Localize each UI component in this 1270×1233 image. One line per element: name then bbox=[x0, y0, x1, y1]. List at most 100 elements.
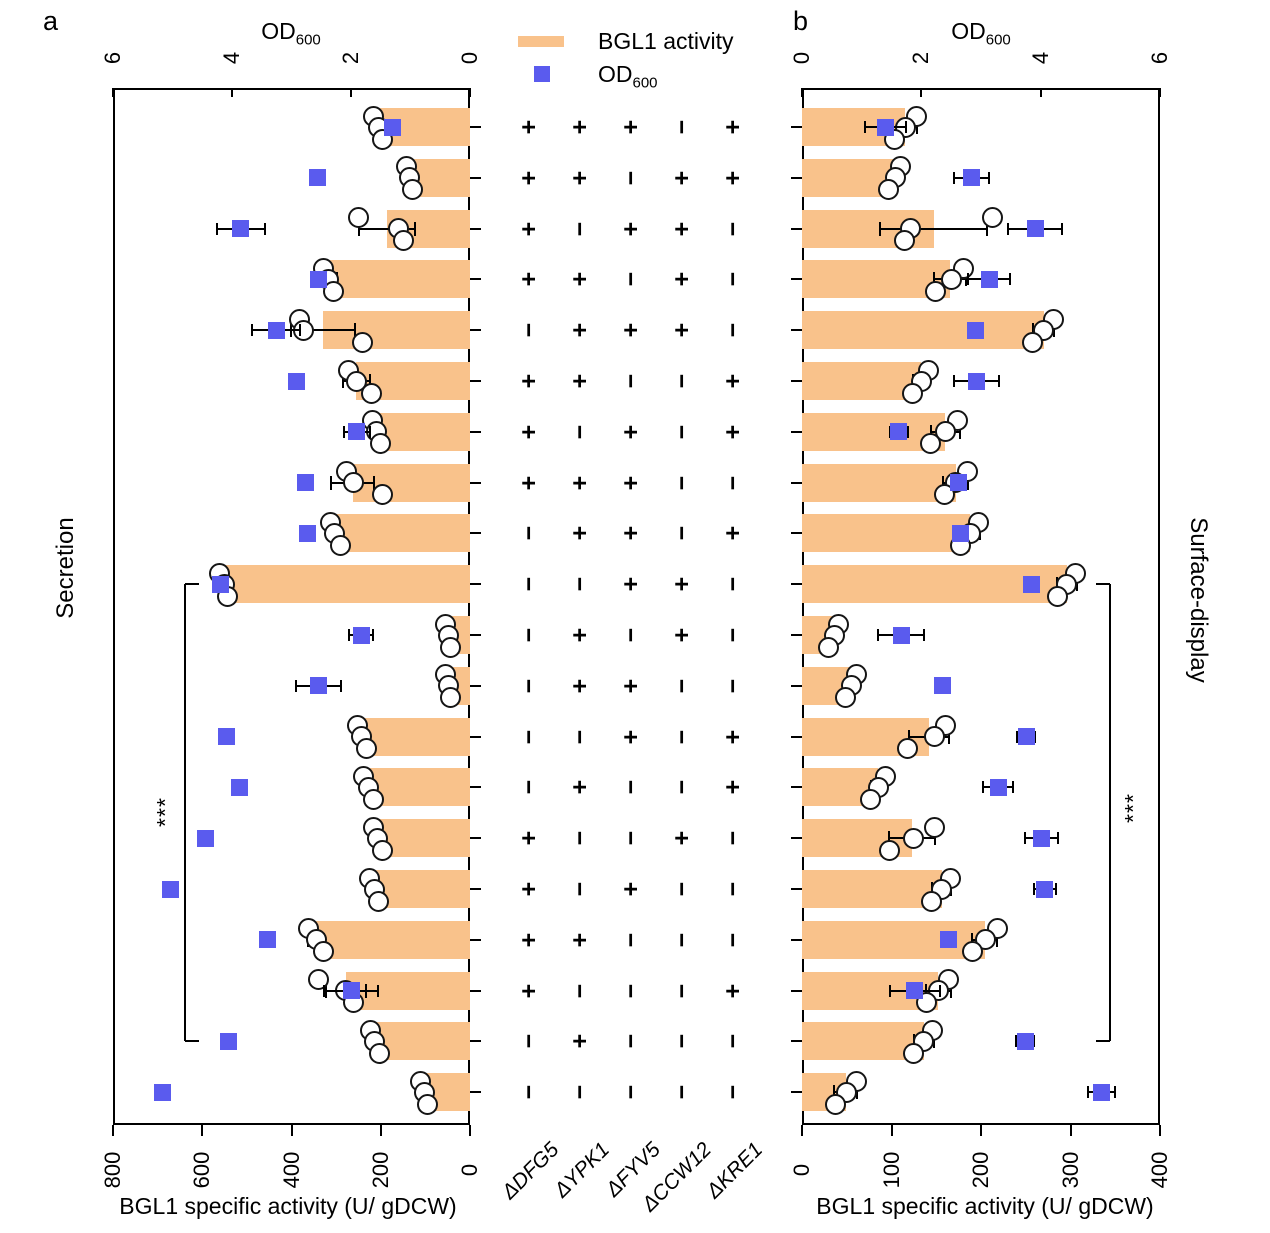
od-marker-b bbox=[980, 270, 998, 288]
replicate-point-a bbox=[342, 472, 364, 494]
od-marker-a bbox=[211, 575, 229, 593]
matrix-cell: − bbox=[718, 932, 747, 948]
replicate-point-b bbox=[1047, 585, 1069, 607]
od-errorbar-cap-b bbox=[888, 425, 891, 438]
sig-bracket-tick-a bbox=[185, 1040, 199, 1043]
od-marker-a bbox=[309, 169, 327, 187]
od-errorbar-cap-a bbox=[376, 984, 379, 997]
row-tick-b bbox=[791, 278, 802, 281]
replicate-point-a bbox=[370, 433, 392, 455]
activity-tick-label-b: 200 bbox=[968, 1151, 993, 1189]
activity-errorbar-cap-b bbox=[949, 983, 952, 998]
replicate-point-a bbox=[361, 382, 383, 404]
activity-tick-a bbox=[469, 1125, 471, 1136]
matrix-cell: − bbox=[667, 424, 696, 440]
od-errorbar-cap-b bbox=[1015, 1035, 1018, 1048]
od-errorbar-cap-b bbox=[1061, 222, 1064, 235]
activity-errorbar-cap-b bbox=[929, 424, 932, 439]
matrix-cell: − bbox=[514, 576, 543, 592]
activity-errorbar-cap-b bbox=[964, 272, 967, 287]
sig-bracket-tick-b bbox=[1096, 583, 1110, 586]
od-marker-a bbox=[288, 372, 306, 390]
od-errorbar-cap-b bbox=[1012, 781, 1015, 794]
od-errorbar-cap-a bbox=[294, 679, 297, 692]
matrix-cell: + bbox=[718, 119, 747, 135]
gene-label: ΔDFG5 bbox=[497, 1138, 564, 1204]
activity-errorbar-a bbox=[290, 329, 355, 332]
matrix-cell: − bbox=[565, 729, 594, 744]
activity-tick-label-a: 600 bbox=[189, 1151, 215, 1189]
matrix-cell: − bbox=[667, 1034, 696, 1049]
od-marker-b bbox=[1032, 829, 1050, 847]
od-marker-b bbox=[962, 169, 980, 187]
od-errorbar-cap-a bbox=[342, 425, 345, 438]
plot-border-b bbox=[802, 88, 1160, 1125]
od-tick-label-a: 2 bbox=[338, 51, 363, 65]
od-marker-a bbox=[219, 1032, 237, 1050]
row-tick-a bbox=[470, 176, 481, 179]
activity-errorbar-cap-a bbox=[353, 323, 356, 338]
od-errorbar-cap-a bbox=[323, 984, 326, 997]
replicate-point-a bbox=[417, 1093, 439, 1115]
od-marker-a bbox=[161, 880, 179, 898]
bar-a bbox=[374, 870, 470, 908]
matrix-cell: − bbox=[718, 830, 747, 846]
od-marker-b bbox=[877, 118, 895, 136]
bar-a bbox=[361, 717, 470, 756]
bar-b bbox=[802, 311, 1044, 350]
activity-errorbar-cap-b bbox=[958, 424, 961, 439]
replicate-point-b bbox=[934, 421, 956, 443]
matrix-cell: − bbox=[616, 627, 645, 643]
matrix-cell: + bbox=[718, 424, 747, 440]
activity-errorbar-cap-b bbox=[971, 932, 974, 947]
legend-od-label-sub: 600 bbox=[632, 74, 658, 92]
matrix-cell: + bbox=[565, 526, 594, 541]
activity-tick-a bbox=[112, 1125, 114, 1136]
replicate-point-a bbox=[440, 636, 462, 658]
replicate-point-a bbox=[402, 179, 424, 201]
matrix-cell: − bbox=[667, 1084, 696, 1100]
od-marker-b bbox=[1016, 1032, 1034, 1050]
matrix-cell: + bbox=[616, 678, 645, 694]
replicate-point-a bbox=[307, 969, 329, 991]
row-tick-b bbox=[791, 837, 802, 840]
matrix-cell: − bbox=[667, 729, 696, 744]
od-errorbar-cap-b bbox=[906, 425, 909, 438]
od-marker-b bbox=[989, 778, 1007, 796]
od-marker-a bbox=[348, 423, 366, 441]
activity-errorbar-b bbox=[879, 227, 988, 230]
replicate-point-a bbox=[312, 941, 334, 963]
row-tick-b bbox=[791, 532, 802, 535]
panel-b-letter: b bbox=[793, 6, 809, 36]
od-errorbar-cap-b bbox=[953, 375, 956, 387]
row-tick-a bbox=[470, 532, 481, 535]
matrix-cell: + bbox=[667, 322, 696, 338]
replicate-point-a bbox=[362, 788, 384, 810]
matrix-cell: + bbox=[514, 221, 543, 236]
od-tick-label-b: 6 bbox=[1147, 51, 1172, 65]
replicate-point-b bbox=[903, 827, 925, 849]
matrix-cell: + bbox=[565, 678, 594, 694]
matrix-cell: + bbox=[667, 170, 696, 186]
matrix-cell: + bbox=[616, 424, 645, 440]
legend-od-label: OD600 bbox=[598, 61, 658, 92]
od-marker-a bbox=[309, 270, 327, 288]
row-tick-a bbox=[470, 735, 481, 738]
row-tick-a bbox=[470, 227, 481, 230]
matrix-cell: + bbox=[718, 983, 747, 998]
replicate-point-a bbox=[352, 331, 374, 353]
matrix-cell: + bbox=[514, 475, 543, 490]
activity-errorbar-cap-a bbox=[373, 475, 376, 490]
row-tick-a bbox=[470, 837, 481, 840]
matrix-cell: − bbox=[667, 678, 696, 694]
sig-bracket-a bbox=[184, 584, 186, 1042]
replicate-point-a bbox=[368, 890, 390, 912]
activity-errorbar-cap-b bbox=[947, 729, 950, 744]
activity-tick-label-b: 400 bbox=[1147, 1151, 1172, 1189]
row-tick-b bbox=[791, 1040, 802, 1043]
od-tick-label-a: 4 bbox=[219, 51, 244, 65]
row-tick-b bbox=[791, 126, 802, 128]
od-tick-a bbox=[350, 88, 352, 97]
row-tick-a bbox=[470, 1040, 481, 1043]
od-tick-b bbox=[801, 88, 803, 97]
